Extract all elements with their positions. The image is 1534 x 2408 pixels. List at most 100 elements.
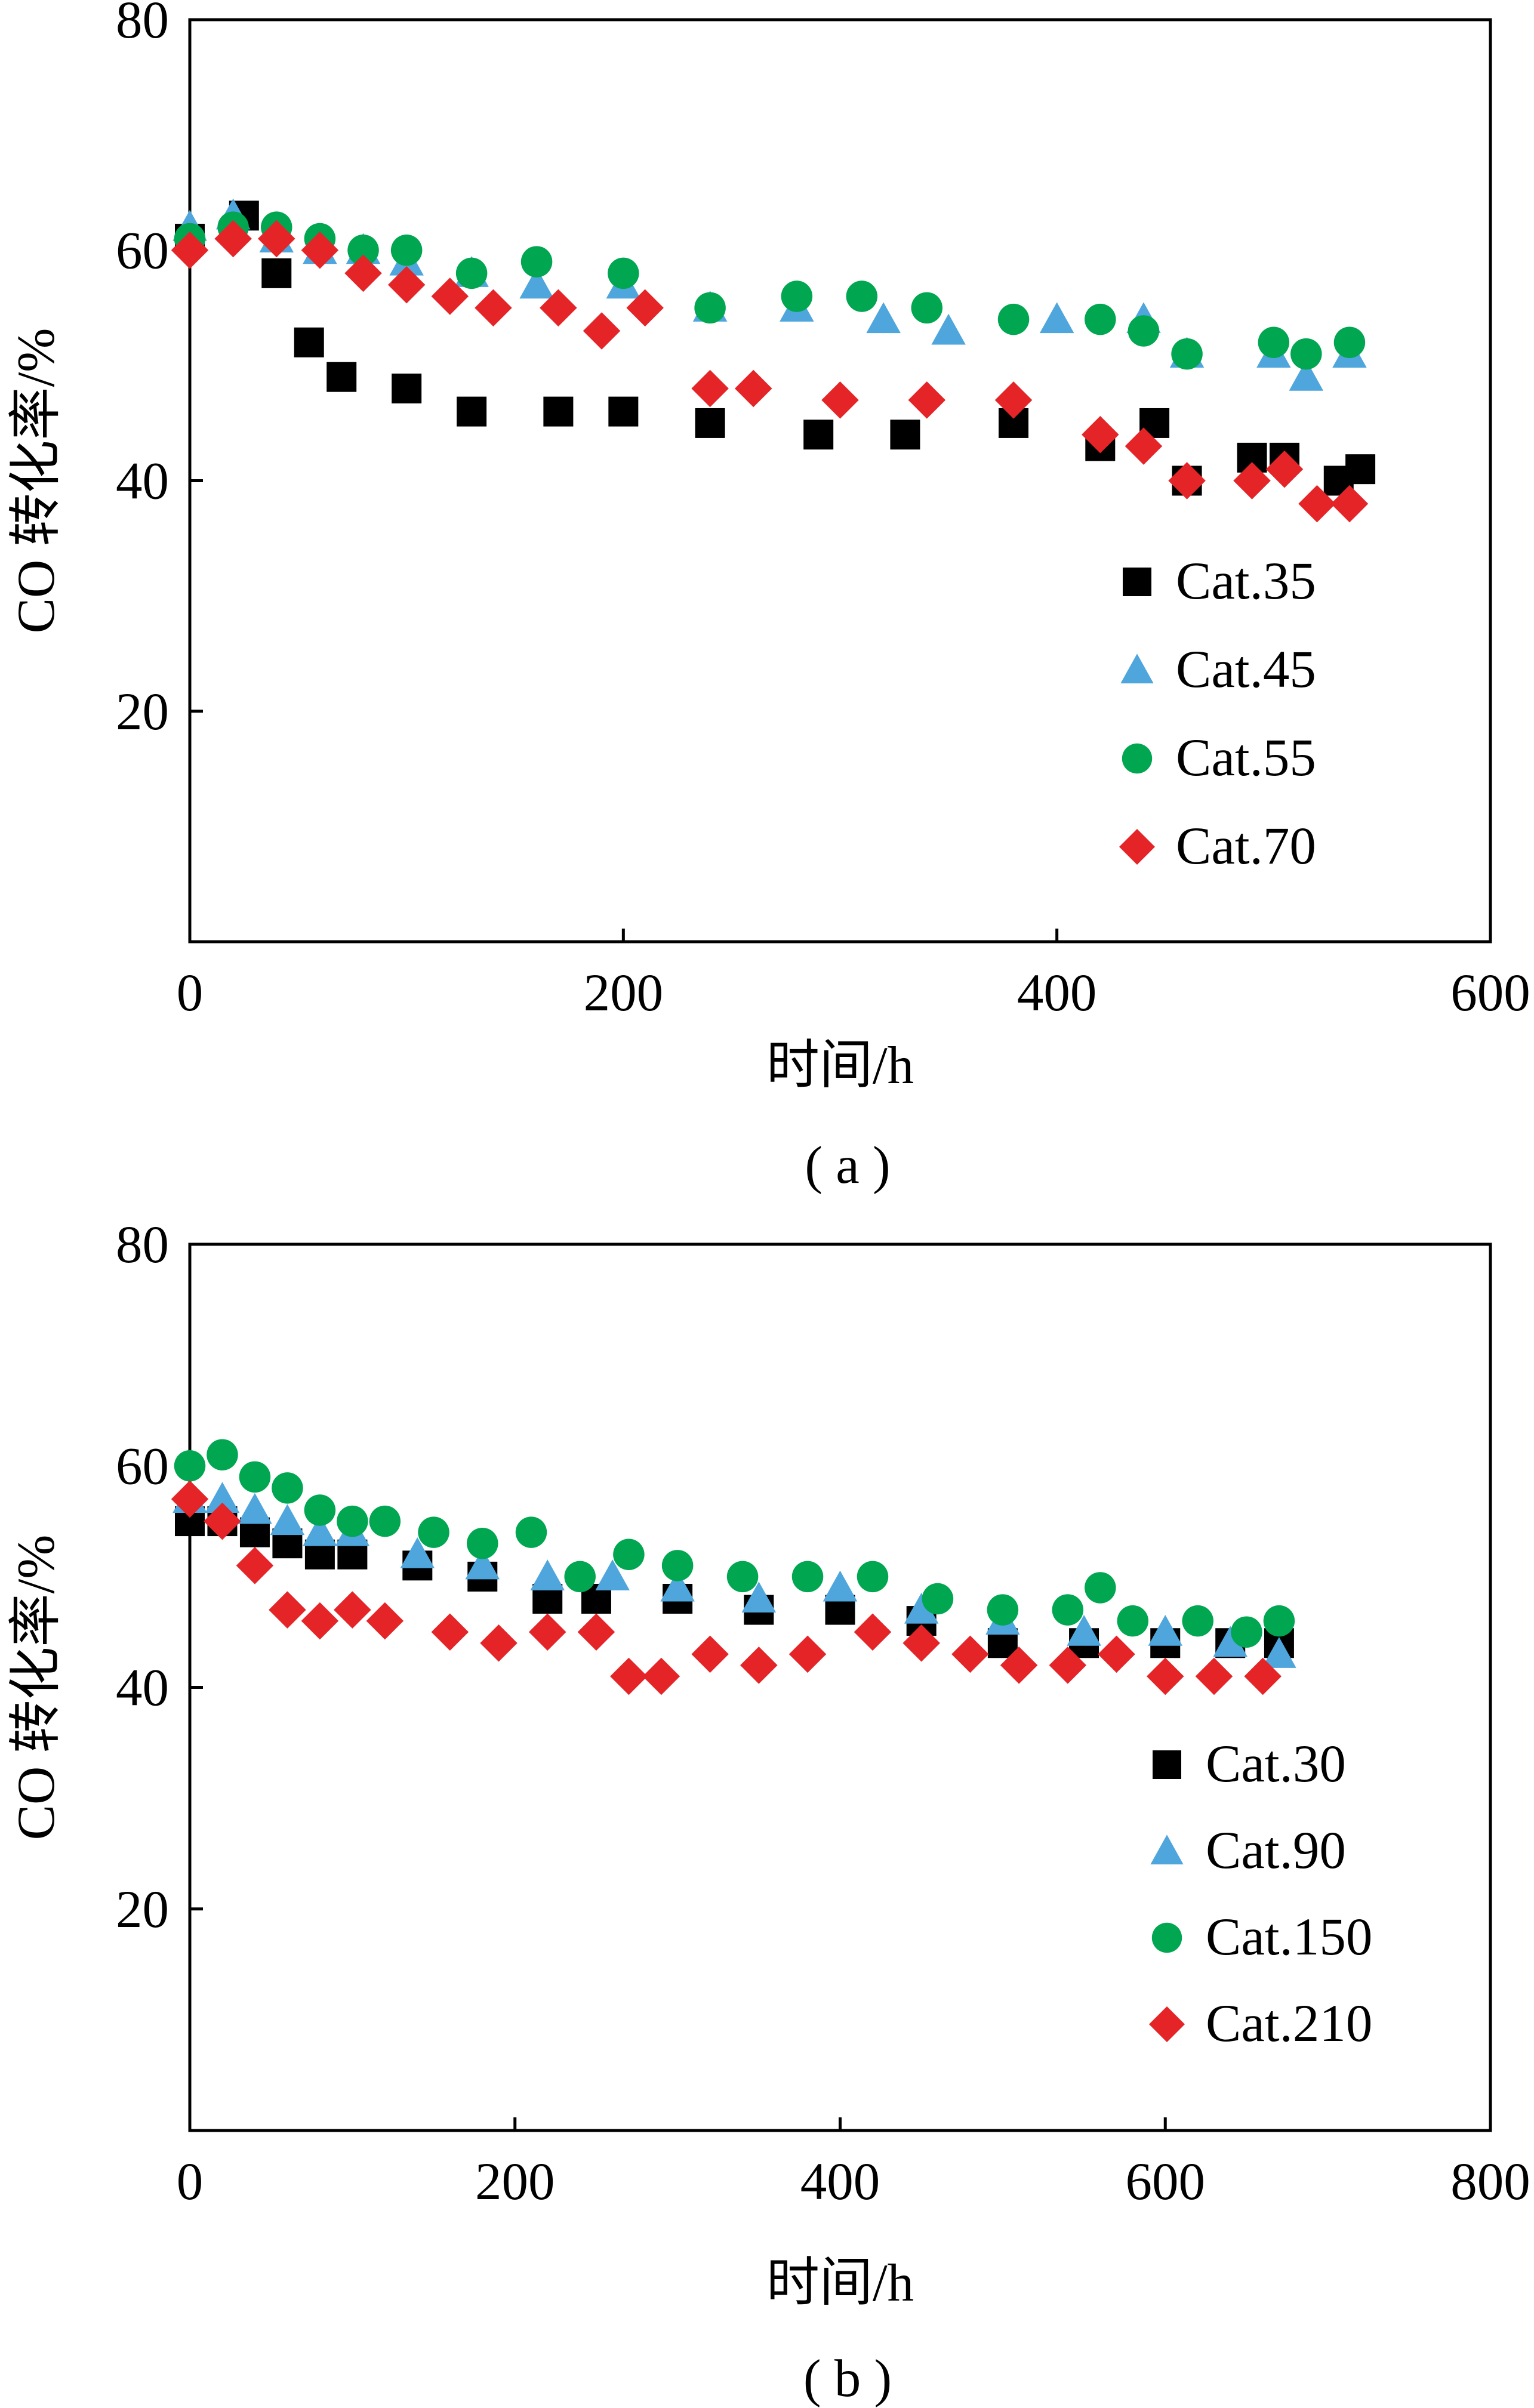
panel-a-x-axis-title: 时间/h (766, 1037, 914, 1095)
data-point (204, 1502, 241, 1540)
data-point (951, 1635, 989, 1673)
data-point (1265, 450, 1304, 488)
panel-b-chart: 0 200 400 600 800 20 40 60 80 时间/h CO 转化率/% ( b ) Ca… (7, 1216, 1530, 2408)
panel-a-y-tick-label: 80 (116, 0, 169, 50)
panel-b-legend-marker (1153, 1750, 1181, 1779)
data-point (788, 1635, 827, 1673)
data-point (1067, 1614, 1101, 1646)
data-point (1289, 359, 1324, 391)
data-point (530, 1559, 565, 1590)
data-point (258, 220, 295, 258)
panel-a-legend-marker (1120, 653, 1154, 684)
data-point (803, 420, 834, 450)
panel-a-legend-marker (1122, 743, 1153, 774)
panel-b-legend-label: Cat.150 (1206, 1908, 1372, 1966)
panel-a-label: ( a ) (805, 1136, 890, 1195)
data-point (387, 266, 426, 304)
data-point (857, 1561, 889, 1593)
data-point (823, 1570, 858, 1602)
data-point (695, 408, 725, 438)
data-point (366, 1602, 404, 1640)
data-point (694, 292, 726, 324)
data-point (854, 1613, 892, 1651)
panel-b-x-tick-label: 200 (475, 2153, 555, 2211)
data-point (1231, 1616, 1262, 1648)
data-point (1262, 1637, 1296, 1668)
data-point (726, 1561, 759, 1593)
data-point (661, 1550, 694, 1581)
data-point (515, 1516, 547, 1548)
data-point (347, 235, 379, 266)
data-point (467, 1527, 498, 1559)
data-point (272, 1472, 303, 1504)
data-point (741, 1581, 777, 1612)
data-point (781, 280, 813, 312)
data-point (1117, 1605, 1149, 1637)
data-point (543, 396, 574, 427)
data-point (205, 1482, 240, 1513)
data-point (214, 220, 252, 258)
data-point (457, 396, 487, 427)
data-point (1148, 1614, 1182, 1646)
data-point (239, 1461, 271, 1493)
data-point (791, 1561, 824, 1593)
data-point (577, 1613, 615, 1651)
data-point (740, 1647, 778, 1684)
data-point (691, 369, 729, 408)
data-point (608, 257, 639, 289)
data-point (431, 278, 469, 315)
data-point (519, 267, 554, 299)
data-point (270, 1504, 305, 1536)
panel-a-plot-frame (188, 18, 1492, 944)
data-point (528, 1613, 566, 1651)
data-point (1085, 303, 1116, 335)
data-point (1000, 1647, 1038, 1684)
data-point (997, 303, 1030, 335)
panel-a-series-Cat.70 (171, 220, 1369, 523)
data-point (304, 1494, 336, 1526)
data-point (1263, 1605, 1295, 1637)
data-point (171, 1480, 209, 1518)
panel-b-legend-marker (1149, 2006, 1185, 2042)
data-point (846, 280, 878, 312)
data-point (583, 312, 621, 350)
data-point (1345, 454, 1376, 485)
data-point (294, 327, 324, 357)
data-point (475, 289, 512, 327)
data-point (911, 292, 943, 324)
panel-b-legend-label: Cat.210 (1206, 1994, 1372, 2053)
panel-a-y-tick-label: 20 (116, 683, 169, 741)
panel-a-x-tick-label: 600 (1450, 964, 1530, 1022)
data-point (337, 1505, 368, 1537)
data-point (994, 381, 1033, 419)
panel-a-y-axis-title: CO 转化率/% (7, 328, 66, 634)
data-point (326, 362, 357, 392)
data-point (1085, 1572, 1116, 1604)
data-point (642, 1657, 680, 1695)
panel-a-legend-marker (1119, 829, 1155, 865)
data-point (1171, 338, 1203, 370)
panel-b-x-axis-title: 时间/h (766, 2254, 914, 2313)
data-point (1233, 462, 1271, 500)
data-point (334, 1591, 371, 1629)
data-point (1082, 416, 1119, 454)
data-point (1195, 1657, 1233, 1695)
panel-b-legend-label: Cat.90 (1206, 1821, 1346, 1880)
panel-b-y-tick-label: 40 (116, 1659, 169, 1718)
data-point (821, 381, 859, 419)
panel-b-series-Cat.210 (171, 1480, 1282, 1695)
data-point (866, 302, 901, 334)
data-point (1168, 462, 1206, 500)
data-point (1098, 1635, 1135, 1673)
data-point (520, 246, 553, 278)
data-point (595, 1559, 630, 1590)
panel-a-legend-label: Cat.70 (1176, 817, 1316, 875)
data-point (207, 1439, 238, 1470)
data-point (1290, 338, 1322, 370)
data-point (890, 420, 920, 450)
data-point (1298, 485, 1336, 523)
data-point (1049, 1647, 1087, 1684)
data-point (908, 381, 946, 419)
panel-b-x-tick-label: 800 (1450, 2153, 1530, 2211)
